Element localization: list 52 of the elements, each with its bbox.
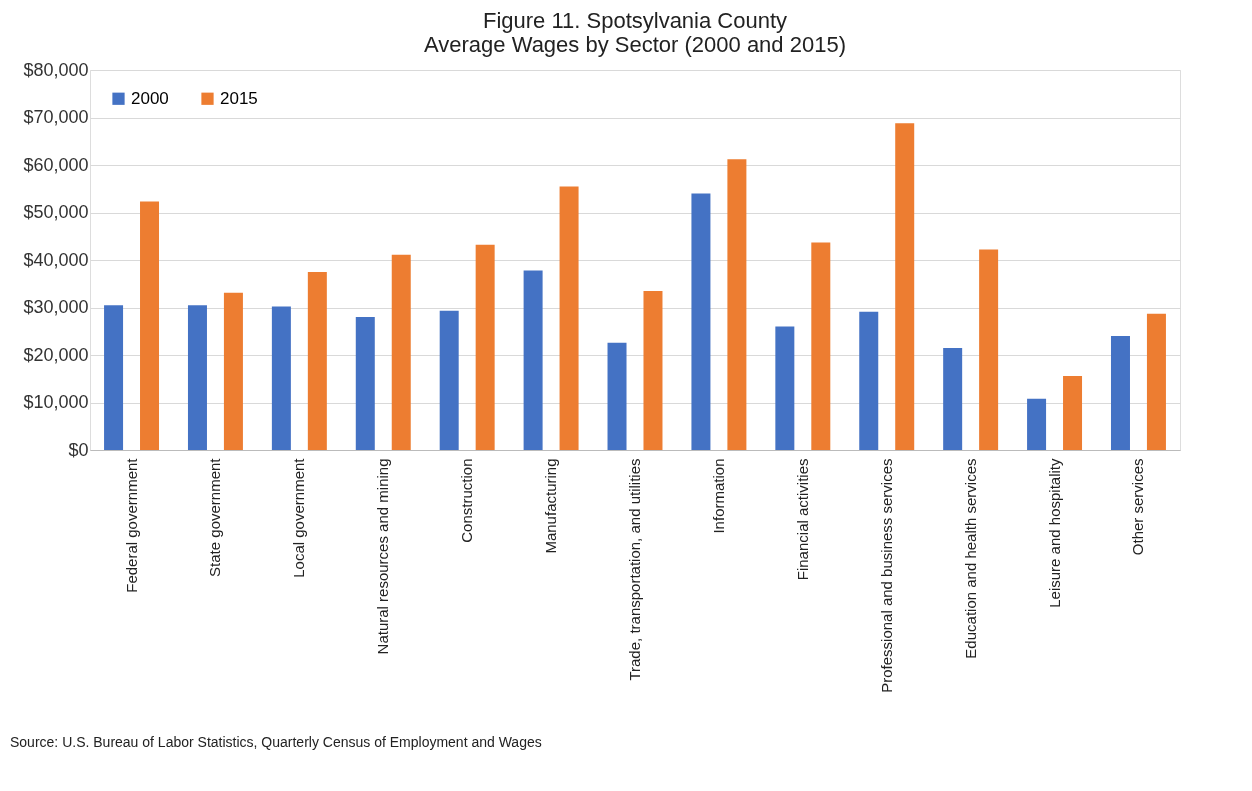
y-tick-label: $50,000 (23, 202, 89, 222)
x-tick-label: Local government (290, 457, 308, 578)
legend-label: 2015 (220, 88, 258, 108)
bar (223, 292, 243, 450)
x-tick-label: Leisure and hospitality (1045, 458, 1063, 608)
x-tick-label: Information (709, 458, 727, 534)
bar (1027, 398, 1047, 450)
bar (691, 193, 711, 450)
bar (1146, 313, 1166, 450)
bar (775, 326, 795, 450)
x-tick-label: Manufacturing (542, 458, 560, 554)
x-tick-label: State government (206, 457, 224, 577)
y-tick-label: $0 (68, 439, 89, 460)
bar (523, 270, 543, 450)
x-tick-label: Natural resources and mining (374, 458, 392, 655)
bar (475, 244, 495, 450)
bar (187, 305, 207, 450)
x-tick-label: Federal government (122, 457, 140, 593)
x-tick-label: Construction (458, 458, 476, 543)
bar (811, 242, 831, 450)
y-tick-label: $30,000 (23, 297, 89, 317)
y-tick-label: $80,000 (23, 59, 89, 80)
bar (104, 305, 124, 450)
y-tick-label: $70,000 (23, 107, 89, 127)
bar (307, 271, 327, 450)
bar (943, 347, 963, 450)
y-tick-label: $10,000 (23, 392, 89, 412)
bar (859, 311, 879, 450)
x-tick-label: Other services (1129, 458, 1147, 556)
bar (355, 317, 375, 450)
x-tick-label: Financial activities (793, 458, 811, 581)
source-note: Source: U.S. Bureau of Labor Statistics, Quarterly Census of Employment and Wages (10, 734, 542, 750)
bar (140, 201, 160, 450)
bar (559, 186, 579, 450)
legend-label: 2000 (131, 88, 169, 108)
x-tick-label: Professional and business services (877, 458, 895, 693)
bar (643, 290, 663, 450)
bar (1110, 336, 1130, 450)
bar (727, 159, 747, 450)
x-tick-label: Trade, transportation, and utilities (626, 458, 643, 681)
x-tick-label: Education and health services (961, 458, 979, 659)
y-tick-label: $20,000 (23, 344, 89, 365)
y-tick-label: $60,000 (23, 154, 89, 175)
bar (271, 306, 291, 450)
bar (439, 310, 459, 450)
chart-title: Figure 11. Spotsylvania County Average Wages by Sector (2000 and 2015) (424, 8, 846, 57)
bar (1063, 375, 1083, 450)
bar (607, 342, 627, 450)
bar (979, 249, 999, 450)
y-tick-label: $40,000 (23, 249, 89, 270)
bar (895, 123, 915, 450)
bar (391, 254, 411, 450)
